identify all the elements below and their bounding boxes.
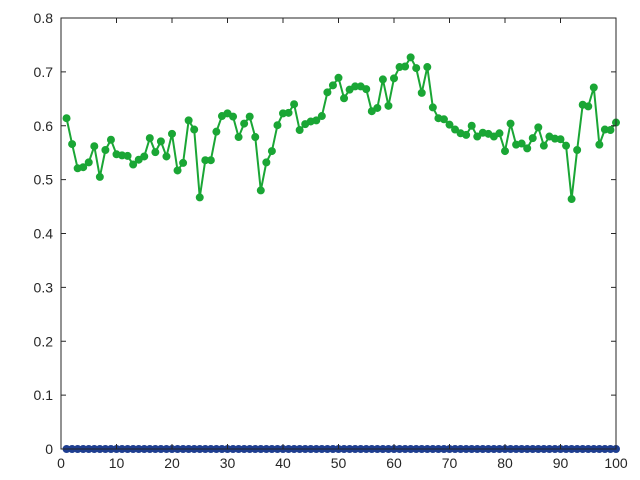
data-point bbox=[162, 152, 171, 161]
data-point bbox=[284, 108, 293, 117]
data-point bbox=[517, 139, 526, 148]
data-point bbox=[334, 73, 343, 82]
x-tick-label: 80 bbox=[497, 455, 513, 471]
data-point bbox=[323, 88, 332, 97]
y-tick-label: 0.4 bbox=[34, 226, 54, 242]
data-point bbox=[506, 119, 515, 128]
x-tick-label: 90 bbox=[553, 455, 569, 471]
data-point bbox=[123, 151, 132, 160]
data-point bbox=[340, 94, 349, 103]
data-point bbox=[151, 148, 160, 157]
data-point bbox=[229, 112, 238, 121]
data-point bbox=[412, 64, 421, 73]
data-point bbox=[417, 88, 426, 97]
x-tick-label: 40 bbox=[275, 455, 291, 471]
y-tick-label: 0.6 bbox=[34, 118, 54, 134]
data-point bbox=[595, 140, 604, 149]
data-point bbox=[406, 53, 415, 62]
y-tick-label: 0.5 bbox=[34, 172, 54, 188]
x-tick-label: 70 bbox=[442, 455, 458, 471]
x-tick-label: 50 bbox=[331, 455, 347, 471]
y-tick-label: 0.1 bbox=[34, 387, 54, 403]
data-point bbox=[145, 134, 154, 143]
data-point bbox=[90, 142, 99, 151]
y-tick-label: 0.3 bbox=[34, 279, 54, 295]
data-point bbox=[79, 163, 88, 172]
data-point bbox=[445, 120, 454, 129]
data-point bbox=[129, 160, 138, 169]
data-point bbox=[184, 116, 193, 125]
data-point bbox=[245, 112, 254, 121]
data-point bbox=[95, 172, 104, 181]
data-point bbox=[256, 186, 265, 195]
data-point bbox=[390, 74, 398, 83]
data-point bbox=[534, 123, 543, 132]
x-tick-label: 0 bbox=[57, 455, 65, 471]
data-point bbox=[312, 116, 321, 125]
data-point bbox=[451, 125, 460, 134]
data-point bbox=[556, 135, 565, 144]
data-point bbox=[584, 102, 593, 111]
data-point bbox=[328, 81, 337, 90]
data-point bbox=[240, 119, 249, 128]
data-point bbox=[495, 129, 504, 138]
data-point bbox=[251, 133, 260, 142]
data-point bbox=[168, 129, 176, 138]
series-layer bbox=[62, 53, 620, 453]
plot-area bbox=[61, 18, 616, 449]
data-point bbox=[195, 193, 204, 202]
data-point bbox=[362, 85, 371, 94]
data-point bbox=[84, 158, 93, 167]
data-point bbox=[262, 158, 271, 167]
data-point bbox=[562, 141, 571, 150]
data-point bbox=[173, 166, 182, 175]
data-point bbox=[423, 63, 432, 72]
data-point bbox=[62, 114, 71, 123]
y-tick-label: 0 bbox=[45, 441, 53, 457]
x-tick-label: 100 bbox=[604, 455, 628, 471]
x-tick-label: 60 bbox=[386, 455, 402, 471]
data-point bbox=[462, 130, 471, 139]
data-point bbox=[606, 126, 615, 135]
data-point bbox=[106, 135, 115, 144]
data-point bbox=[528, 134, 537, 143]
y-tick-label: 0.7 bbox=[34, 64, 54, 80]
data-point bbox=[401, 62, 410, 71]
x-tick-label: 30 bbox=[220, 455, 236, 471]
data-point bbox=[101, 145, 110, 154]
data-point bbox=[317, 112, 326, 121]
data-point bbox=[501, 147, 509, 156]
data-point bbox=[573, 145, 582, 154]
data-point bbox=[156, 137, 165, 146]
data-point bbox=[140, 152, 149, 161]
data-point bbox=[373, 103, 382, 112]
data-point bbox=[179, 158, 188, 167]
y-tick-label: 0.8 bbox=[34, 10, 54, 26]
data-point bbox=[384, 101, 393, 110]
data-point bbox=[190, 125, 199, 134]
data-point bbox=[234, 133, 243, 142]
ticks: 0 10 20 30 40 50 60 70 80 90 100 0 0.1 0.2 0.3 0.4 0.5 0.… bbox=[34, 10, 628, 471]
data-point bbox=[567, 195, 576, 204]
data-point bbox=[473, 132, 482, 141]
data-point bbox=[267, 147, 276, 156]
data-point bbox=[68, 140, 77, 149]
x-tick-label: 10 bbox=[109, 455, 125, 471]
data-point bbox=[212, 127, 221, 136]
x-tick-label: 20 bbox=[164, 455, 180, 471]
data-point bbox=[439, 115, 448, 124]
data-point bbox=[378, 75, 387, 84]
data-point bbox=[273, 121, 282, 130]
data-point bbox=[589, 83, 598, 92]
y-tick-label: 0.2 bbox=[34, 333, 54, 349]
data-point bbox=[523, 144, 532, 153]
data-point bbox=[467, 121, 476, 130]
data-point bbox=[539, 141, 548, 150]
data-point bbox=[206, 156, 215, 165]
data-point bbox=[428, 103, 437, 112]
data-point bbox=[295, 126, 304, 135]
data-point bbox=[290, 100, 299, 109]
series-0 bbox=[62, 53, 620, 204]
